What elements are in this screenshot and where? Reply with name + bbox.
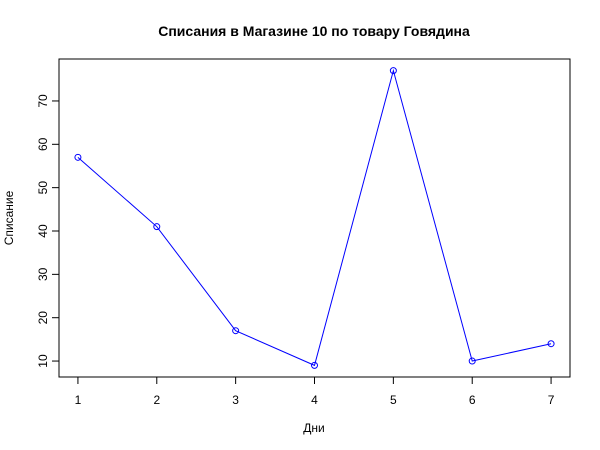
x-axis-title: Дни xyxy=(303,421,324,435)
x-tick-label: 1 xyxy=(75,393,82,407)
y-tick-label: 30 xyxy=(36,267,50,281)
data-point xyxy=(547,340,555,348)
y-tick-label: 50 xyxy=(36,181,50,195)
y-tick-label: 60 xyxy=(36,137,50,151)
plot-area xyxy=(74,67,555,369)
y-tick-label: 40 xyxy=(36,224,50,238)
y-axis: 10 20 30 40 50 60 70 xyxy=(36,94,60,368)
y-tick-label: 70 xyxy=(36,94,50,108)
x-tick-label: 7 xyxy=(548,393,555,407)
plot-frame xyxy=(58,58,571,378)
data-point xyxy=(389,67,397,75)
y-tick-label: 20 xyxy=(36,311,50,325)
data-point xyxy=(74,153,82,161)
y-tick-label: 10 xyxy=(36,354,50,368)
x-tick-label: 5 xyxy=(390,393,397,407)
series-line xyxy=(77,68,552,367)
data-point xyxy=(232,327,240,335)
data-point xyxy=(153,223,161,231)
y-axis-title: Списание xyxy=(2,190,16,245)
x-tick-label: 6 xyxy=(469,393,476,407)
x-tick-label: 4 xyxy=(311,393,318,407)
x-axis: 1 2 3 4 5 6 7 xyxy=(75,376,555,407)
x-tick-label: 2 xyxy=(153,393,160,407)
x-tick-label: 3 xyxy=(232,393,239,407)
data-point xyxy=(468,357,476,365)
chart-title: Списания в Магазине 10 по товару Говядин… xyxy=(158,23,470,39)
data-point xyxy=(311,361,318,369)
